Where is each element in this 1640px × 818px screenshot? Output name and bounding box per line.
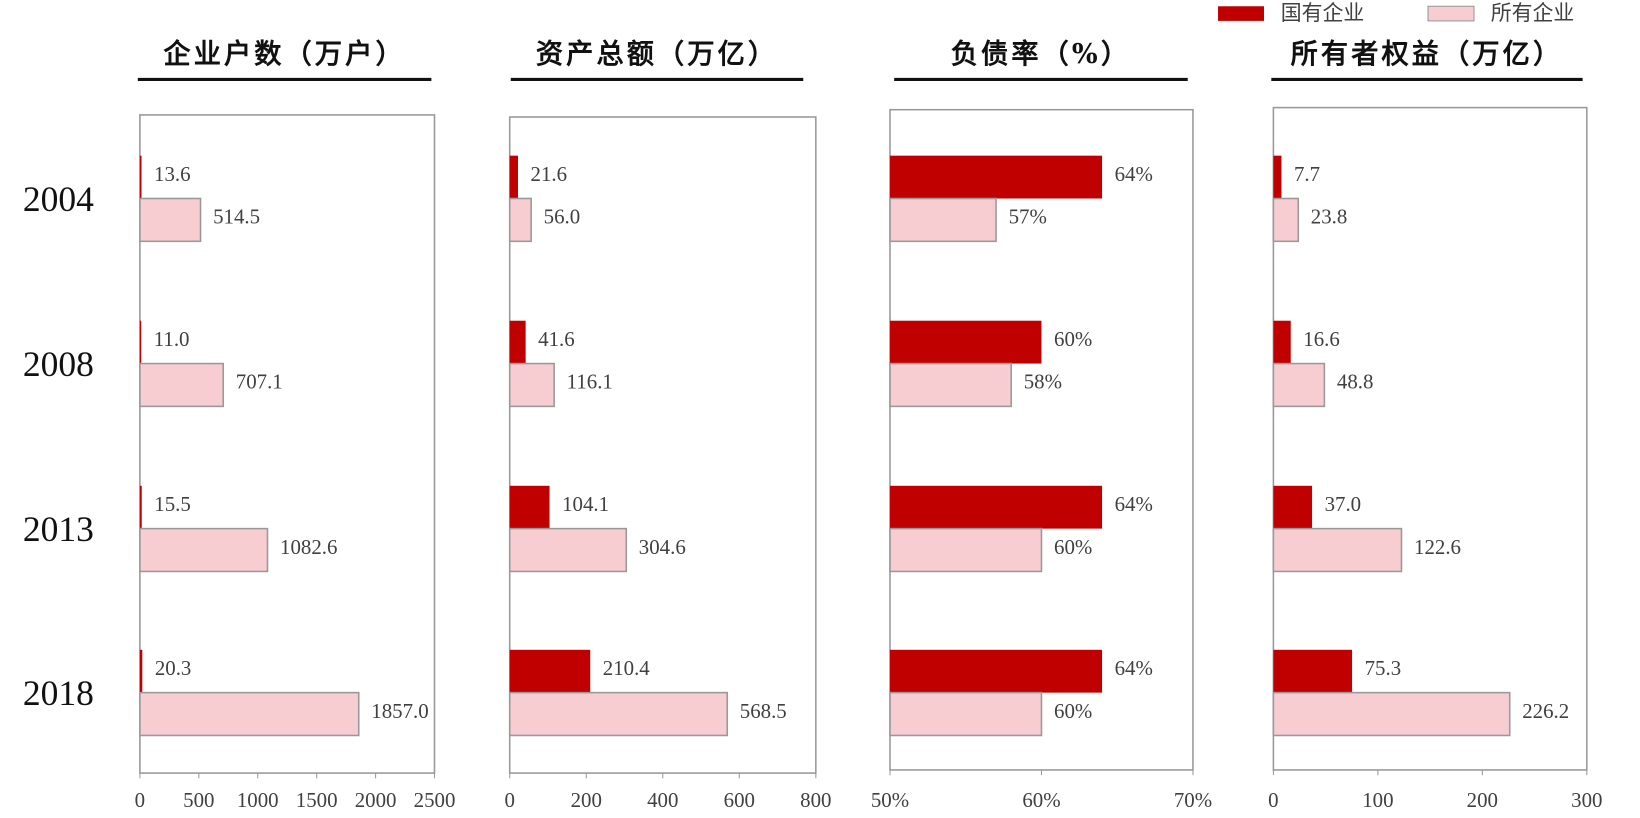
value-label: 60% <box>1054 535 1092 559</box>
bar <box>1272 691 1511 737</box>
bar <box>139 691 360 737</box>
bar <box>889 155 1103 199</box>
bar <box>889 485 1103 529</box>
bar <box>139 197 202 243</box>
value-label: 37.0 <box>1325 492 1362 516</box>
legend-swatch <box>1218 6 1264 21</box>
panel-title: 负债率（%） <box>951 38 1131 70</box>
bar <box>889 197 997 243</box>
x-tick-label: 60% <box>1022 788 1060 812</box>
value-label: 210.4 <box>603 656 651 680</box>
x-tick-label: 200 <box>571 788 602 812</box>
value-label: 514.5 <box>213 205 260 229</box>
x-tick-label: 600 <box>724 788 755 812</box>
x-tick-label: 0 <box>505 788 515 812</box>
value-label: 16.6 <box>1303 327 1340 351</box>
value-label: 13.6 <box>154 162 191 186</box>
legend-label: 国有企业 <box>1281 1 1365 25</box>
value-label: 23.8 <box>1311 205 1348 229</box>
value-label: 56.0 <box>544 205 581 229</box>
value-label: 226.2 <box>1522 699 1569 723</box>
bar <box>508 691 729 737</box>
bar <box>1272 197 1300 243</box>
bar <box>139 485 142 529</box>
category-label: 2013 <box>23 509 94 549</box>
value-label: 48.8 <box>1337 370 1374 394</box>
bar <box>139 155 142 199</box>
bar <box>889 691 1043 737</box>
value-label: 57% <box>1009 205 1047 229</box>
x-tick-label: 70% <box>1174 788 1212 812</box>
value-label: 64% <box>1115 656 1153 680</box>
bar <box>889 649 1103 693</box>
value-label: 64% <box>1115 492 1153 516</box>
x-tick-label: 1000 <box>237 788 279 812</box>
plot-frame <box>1272 106 1588 771</box>
category-label: 2018 <box>23 673 94 713</box>
value-label: 116.1 <box>567 370 613 394</box>
category-label: 2004 <box>23 179 94 219</box>
panel-title: 所有者权益（万亿） <box>1291 38 1564 70</box>
bar <box>889 527 1043 573</box>
bar <box>508 527 628 573</box>
bar <box>889 362 1012 408</box>
bar <box>1273 485 1313 529</box>
value-label: 60% <box>1054 327 1092 351</box>
panel-title: 企业户数（万户） <box>163 38 405 70</box>
bar <box>1272 362 1326 408</box>
x-tick-label: 2500 <box>414 788 456 812</box>
value-label: 1857.0 <box>371 699 428 723</box>
bar <box>509 649 591 693</box>
bar <box>139 320 142 364</box>
bar <box>509 485 550 529</box>
value-label: 122.6 <box>1414 535 1461 559</box>
bar <box>889 320 1042 364</box>
bar <box>1272 527 1403 573</box>
x-tick-label: 400 <box>647 788 678 812</box>
x-tick-label: 0 <box>135 788 145 812</box>
bar <box>1273 649 1353 693</box>
x-tick-label: 50% <box>871 788 909 812</box>
x-tick-label: 1500 <box>296 788 338 812</box>
bar <box>139 527 269 573</box>
x-tick-label: 800 <box>800 788 831 812</box>
bar <box>509 320 526 364</box>
value-label: 60% <box>1054 699 1092 723</box>
value-label: 64% <box>1115 162 1153 186</box>
x-tick-label: 500 <box>183 788 214 812</box>
bar <box>1273 320 1291 364</box>
value-label: 304.6 <box>639 535 686 559</box>
legend-swatch <box>1427 5 1475 22</box>
value-label: 15.5 <box>154 492 191 516</box>
panel-title: 资产总额（万亿） <box>536 38 778 70</box>
x-tick-label: 0 <box>1268 788 1278 812</box>
value-label: 58% <box>1024 370 1062 394</box>
x-tick-label: 100 <box>1362 788 1393 812</box>
value-label: 707.1 <box>236 370 283 394</box>
bar <box>509 155 518 199</box>
value-label: 11.0 <box>154 327 190 351</box>
x-tick-label: 300 <box>1571 788 1602 812</box>
value-label: 20.3 <box>155 656 192 680</box>
value-label: 7.7 <box>1294 162 1320 186</box>
value-label: 1082.6 <box>280 535 337 559</box>
category-label: 2008 <box>23 344 94 384</box>
bar <box>139 649 143 693</box>
legend-label: 所有企业 <box>1491 1 1575 25</box>
value-label: 21.6 <box>531 162 568 186</box>
x-tick-label: 200 <box>1467 788 1498 812</box>
value-label: 568.5 <box>740 699 787 723</box>
bar <box>508 197 532 243</box>
value-label: 75.3 <box>1365 656 1402 680</box>
plot-frame <box>139 114 436 774</box>
bar <box>1273 155 1282 199</box>
bar <box>508 362 555 408</box>
value-label: 104.1 <box>562 492 609 516</box>
value-label: 41.6 <box>538 327 575 351</box>
x-tick-label: 2000 <box>355 788 397 812</box>
bar <box>139 362 225 408</box>
